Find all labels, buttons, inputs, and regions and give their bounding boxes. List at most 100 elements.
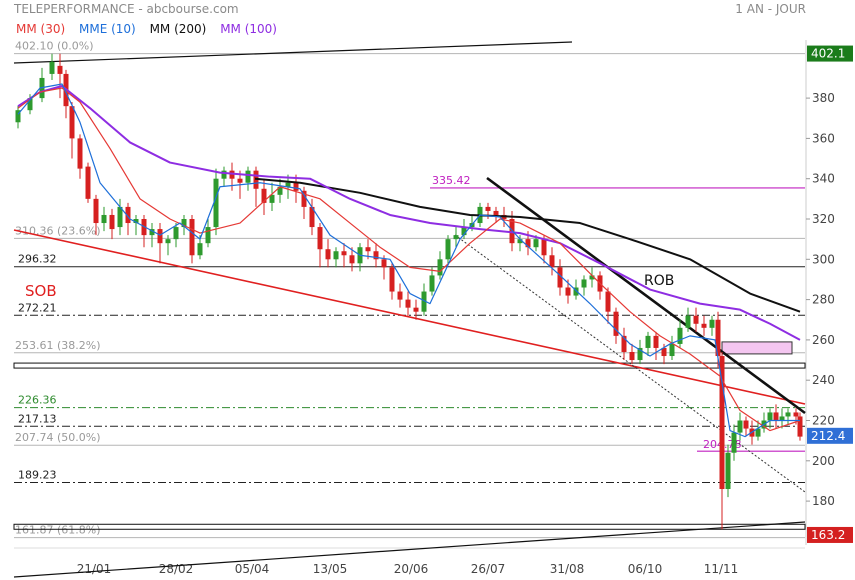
zone-box	[13, 523, 806, 530]
y-tick-label: 180	[812, 494, 835, 508]
legend-mm200: MM (200)	[149, 22, 207, 36]
candle-body	[785, 412, 791, 417]
price-tag-label: 402.1	[811, 47, 845, 61]
x-tick-label: 06/10	[628, 562, 663, 576]
x-tick-label: 26/07	[471, 562, 506, 576]
x-tick-label: 31/08	[550, 562, 585, 576]
candle-body	[269, 194, 275, 203]
x-tick-label: 21/01	[77, 562, 112, 576]
chart-period: 1 AN - JOUR	[735, 2, 806, 16]
candle-body	[581, 279, 587, 288]
fib-level-label: 253.61 (38.2%)	[15, 339, 101, 352]
candle-body	[613, 311, 619, 336]
candle-body	[69, 106, 75, 139]
level-label: 272.21	[18, 301, 57, 314]
price-tag-label: 212.4	[811, 429, 845, 443]
candle-body	[653, 335, 659, 348]
candle-body	[693, 315, 699, 324]
candle-body	[237, 178, 243, 183]
series-line	[17, 87, 801, 432]
candle-body	[541, 239, 547, 256]
x-tick-label: 13/05	[313, 562, 348, 576]
candle-body	[57, 65, 63, 74]
magenta-level-label: 335.42	[432, 174, 471, 187]
y-tick-label: 340	[812, 172, 835, 186]
candle-body	[719, 356, 725, 490]
candle-body	[405, 299, 411, 308]
price-tag-label: 163.2	[811, 528, 845, 542]
candle-body	[349, 255, 355, 264]
channel-top-line	[13, 41, 573, 64]
y-tick-label: 200	[812, 454, 835, 468]
candle-body	[461, 227, 467, 236]
candle-body	[637, 347, 643, 361]
rob-label: ROB	[644, 273, 674, 289]
x-tick-label: 11/11	[704, 562, 739, 576]
zone-box	[13, 362, 806, 369]
fib-level-label: 161.87 (61.8%)	[15, 524, 101, 537]
candle-body	[165, 239, 171, 244]
candle-body	[677, 327, 683, 344]
series-line	[17, 85, 801, 341]
candle-body	[645, 335, 651, 348]
candle-body	[133, 219, 139, 224]
candle-body	[549, 255, 555, 268]
candle-body	[755, 428, 761, 437]
candle-body	[701, 323, 707, 328]
candle-body	[669, 343, 675, 357]
candle-body	[793, 412, 799, 417]
y-tick-label: 220	[812, 414, 835, 428]
candle-body	[325, 249, 331, 260]
candle-body	[309, 206, 315, 228]
y-tick-label: 360	[812, 131, 835, 145]
price-tag	[807, 45, 853, 62]
candle-body	[779, 416, 785, 421]
candle-body	[773, 412, 779, 421]
candle-body	[621, 335, 627, 352]
candle-body	[397, 291, 403, 300]
fib-level-label: 207.74 (50.0%)	[15, 431, 101, 444]
candle-body	[245, 170, 251, 183]
candle-body	[205, 227, 211, 244]
candle-body	[197, 243, 203, 256]
x-tick-label: 05/04	[235, 562, 270, 576]
candle-body	[557, 267, 563, 288]
candle-body	[221, 170, 227, 179]
sob-line	[13, 229, 806, 405]
candle-body	[709, 319, 715, 328]
candle-body	[525, 239, 531, 248]
candle-body	[77, 138, 83, 169]
level-label: 189.23	[18, 469, 57, 482]
price-axis-panel	[806, 40, 855, 545]
y-tick-label: 320	[812, 212, 835, 226]
rob-line	[486, 176, 806, 415]
candle-body	[93, 198, 99, 224]
candle-body	[117, 206, 123, 228]
candle-body	[285, 182, 291, 187]
legend-mm100: MM (100)	[220, 22, 277, 36]
resistance-zone	[721, 341, 793, 355]
x-tick-label: 20/06	[394, 562, 429, 576]
candle-body	[453, 235, 459, 240]
candle-body	[229, 170, 235, 179]
series-line	[17, 83, 800, 438]
y-tick-label: 260	[812, 333, 835, 347]
candle-body	[437, 259, 443, 276]
candle-body	[589, 275, 595, 280]
y-tick-label: 240	[812, 373, 835, 387]
series-line	[254, 177, 801, 313]
candle-body	[293, 182, 299, 191]
fib-level-label: 402.10 (0.0%)	[15, 40, 94, 53]
candle-body	[737, 420, 743, 433]
candle-body	[15, 110, 21, 123]
candle-body	[373, 251, 379, 260]
candle-body	[533, 239, 539, 248]
candle-body	[101, 214, 107, 224]
candle-body	[381, 259, 387, 268]
chart-title: TELEPERFORMANCE - abcbourse.com	[14, 2, 239, 16]
candle-body	[213, 178, 219, 228]
candle-body	[181, 219, 187, 228]
candle-body	[365, 247, 371, 252]
price-tag	[807, 427, 853, 444]
